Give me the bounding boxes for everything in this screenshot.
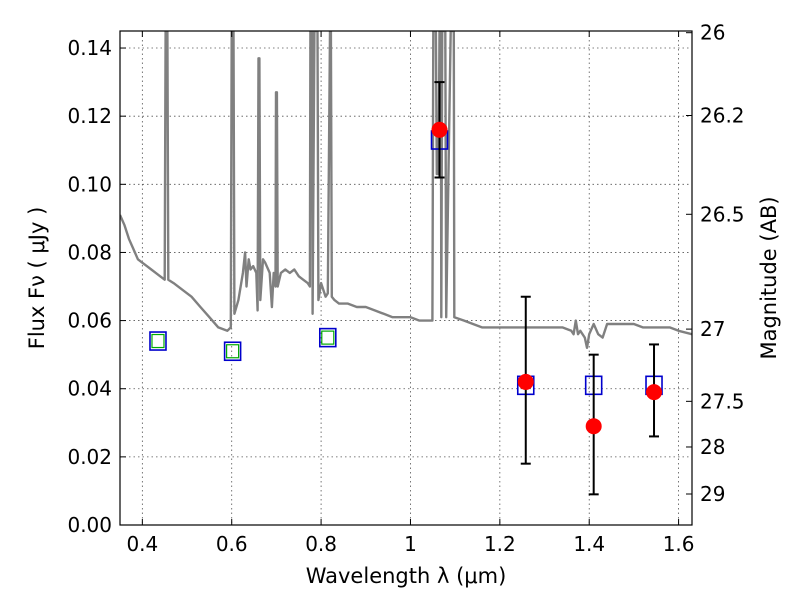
y2-tick-label: 27 <box>700 317 725 341</box>
y-tick-label: 0.04 <box>67 377 112 401</box>
model-photometry-square <box>318 327 337 348</box>
observed-point <box>517 373 534 390</box>
band-square-inner <box>226 344 240 359</box>
y-tick-label: 0.08 <box>67 240 112 264</box>
y-tick-label: 0.06 <box>67 309 112 333</box>
observed-point <box>646 384 663 401</box>
grid <box>120 31 692 526</box>
model-spectrum-line <box>120 31 692 349</box>
band-square-inner <box>321 330 335 345</box>
model-photometry-square <box>149 331 167 351</box>
y2-tick-label: 26.5 <box>700 202 745 226</box>
y2-tick-label: 29 <box>700 482 725 506</box>
y-axis-label: Flux Fν ( μJy ) <box>25 207 49 350</box>
model-photometry-square <box>223 341 242 362</box>
y-tick-label: 0.02 <box>67 445 112 469</box>
y2-tick-label: 26 <box>700 21 725 45</box>
axes-ticks: 0.4 0.6 0.8 1 1.2 1.4 1.6 0.00 0.02 0.04 0.06 0.08 0… <box>67 21 744 556</box>
y2-tick-label: 28 <box>700 435 725 459</box>
x-tick-label: 1.4 <box>573 532 605 556</box>
observed-point <box>585 418 602 435</box>
y-tick-label: 0.10 <box>67 172 112 196</box>
x-tick-label: 0.8 <box>305 532 337 556</box>
x-tick-label: 0.4 <box>126 532 158 556</box>
y2-tick-label: 26.2 <box>700 103 745 127</box>
y2-tick-label: 27.5 <box>700 389 745 413</box>
x-tick-label: 1.6 <box>663 532 695 556</box>
plot-frame <box>119 30 693 526</box>
plot-area <box>120 31 692 496</box>
x-tick-label: 1 <box>404 532 417 556</box>
y2-axis-label: Magnitude (AB) <box>757 196 781 359</box>
x-tick-label: 1.2 <box>484 532 516 556</box>
observed-point <box>431 121 448 138</box>
y-tick-label: 0.00 <box>67 513 112 537</box>
y-tick-label: 0.12 <box>67 104 112 128</box>
x-tick-label: 0.6 <box>216 532 248 556</box>
y-tick-label: 0.14 <box>67 36 112 60</box>
band-square-inner <box>151 333 165 349</box>
x-axis-label: Wavelength λ (μm) <box>306 564 507 588</box>
